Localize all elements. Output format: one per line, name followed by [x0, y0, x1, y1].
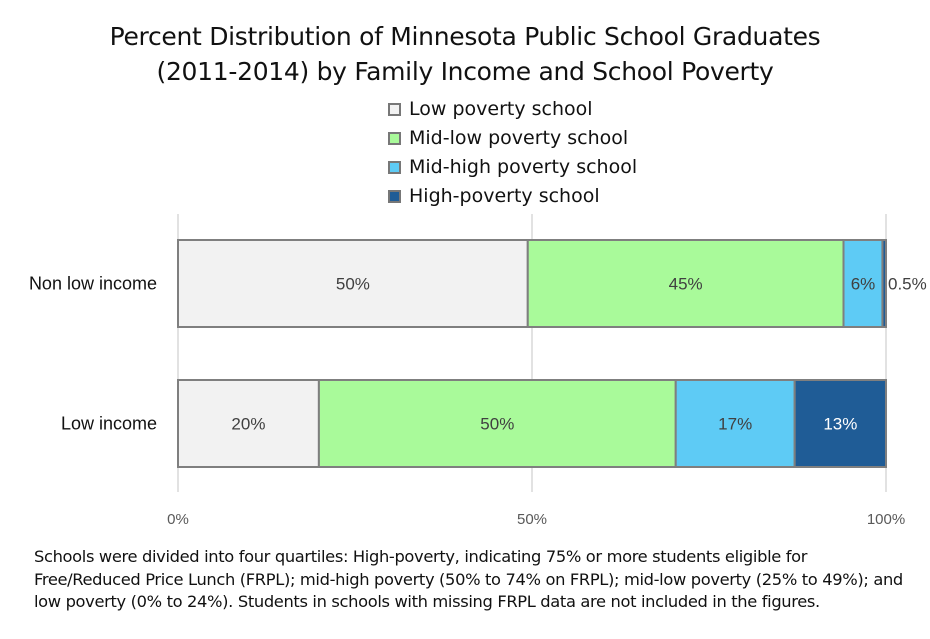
- legend-label: Mid-low poverty school: [409, 127, 629, 149]
- data-label: 0.5%: [888, 275, 927, 294]
- data-label: 20%: [231, 415, 265, 434]
- bar-segment: [793, 379, 888, 468]
- legend-item: Low poverty school: [388, 98, 593, 120]
- category-label: Non low income: [29, 274, 157, 294]
- chart-title-line-1: Percent Distribution of Minnesota Public…: [109, 22, 821, 51]
- bar-segment: [177, 379, 320, 468]
- footnote: Schools were divided into four quartiles…: [34, 547, 903, 611]
- data-label: 50%: [480, 415, 514, 434]
- legend-item: Mid-high poverty school: [388, 156, 637, 178]
- chart-title-line-2: (2011-2014) by Family Income and School …: [156, 57, 774, 86]
- data-label: 17%: [718, 415, 752, 434]
- legend-label: Low poverty school: [409, 98, 593, 120]
- legend-swatch: [388, 189, 401, 203]
- legend-swatch: [388, 131, 401, 145]
- category-label: Low income: [61, 414, 157, 434]
- legend-swatch: [388, 160, 401, 174]
- legend-item: Mid-low poverty school: [388, 127, 628, 149]
- x-tick-label: 50%: [517, 511, 547, 528]
- data-label: 50%: [336, 275, 370, 294]
- data-label: 13%: [823, 415, 857, 434]
- legend-swatch: [388, 102, 401, 116]
- legend-item: High-poverty school: [388, 185, 600, 207]
- bar-segment: [881, 239, 888, 328]
- data-label: 45%: [669, 275, 703, 294]
- bar-segment: [842, 239, 884, 328]
- plot-area: 0% 50% 100% Non low income 50% 45% 6% 0.5% Low i…: [29, 214, 927, 528]
- legend-label: High-poverty school: [409, 185, 600, 207]
- data-label: 6%: [851, 275, 876, 294]
- x-tick-label: 100%: [867, 511, 905, 528]
- bar-segment: [317, 379, 677, 468]
- x-tick-label: 0%: [167, 511, 189, 528]
- legend-label: Mid-high poverty school: [409, 156, 638, 178]
- bar-segment: [526, 239, 845, 328]
- bar-segment: [674, 379, 796, 468]
- bar-segment: [177, 239, 529, 328]
